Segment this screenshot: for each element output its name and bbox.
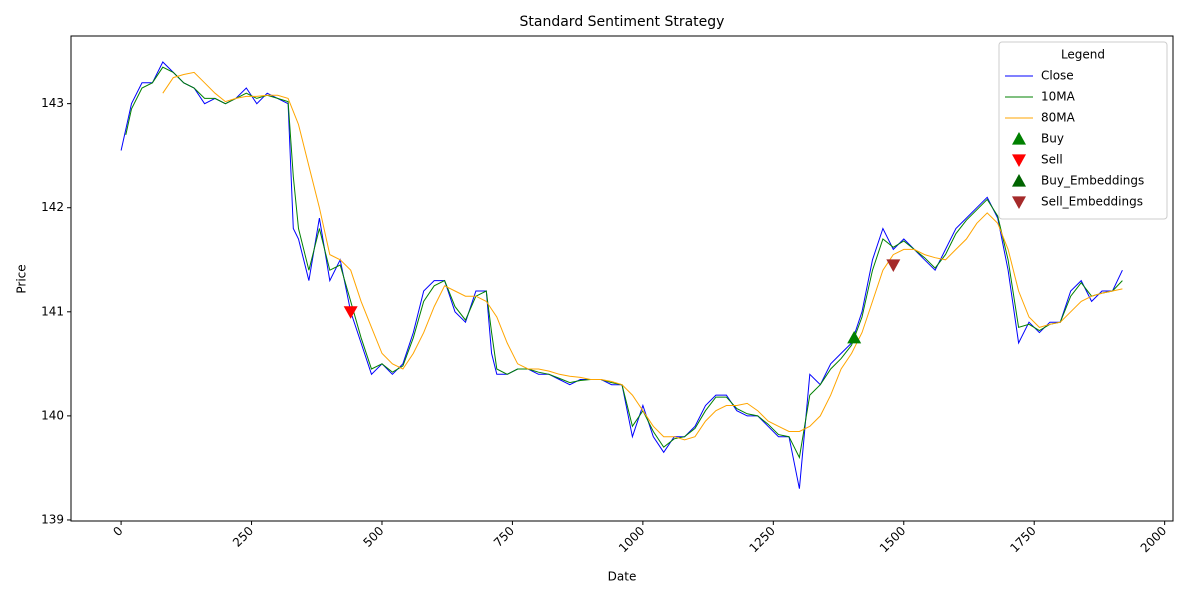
y-tick-label: 140 — [41, 408, 64, 422]
legend-label: 80MA — [1041, 111, 1076, 125]
legend-title: Legend — [1061, 48, 1105, 62]
series-line — [120, 61, 1123, 489]
y-tick-label: 142 — [41, 200, 64, 214]
legend-label: Close — [1041, 69, 1074, 83]
x-axis-label: Date — [608, 570, 637, 584]
legend-label: Buy — [1041, 132, 1064, 146]
chart-title: Standard Sentiment Strategy — [520, 14, 725, 30]
y-axis-label: Price — [15, 264, 29, 293]
signal-marker — [886, 259, 901, 272]
legend-box — [998, 41, 1168, 220]
legend-label: Sell_Embeddings — [1041, 195, 1143, 209]
plot-frame — [70, 35, 1174, 522]
legend-swatch — [1012, 154, 1026, 167]
series-line — [162, 71, 1123, 441]
legend-swatch — [1012, 196, 1026, 209]
series-line — [125, 66, 1123, 460]
legend-label: 10MA — [1041, 90, 1076, 104]
legend-label: Buy_Embeddings — [1041, 174, 1144, 188]
legend-swatch — [1012, 174, 1026, 187]
y-tick-label: 143 — [41, 96, 64, 110]
signal-marker — [343, 306, 358, 319]
signal-marker — [847, 330, 862, 344]
y-tick-label: 139 — [41, 512, 64, 526]
legend-label: Sell — [1041, 153, 1063, 167]
y-tick-label: 141 — [41, 304, 64, 318]
legend-swatch — [1012, 132, 1026, 145]
